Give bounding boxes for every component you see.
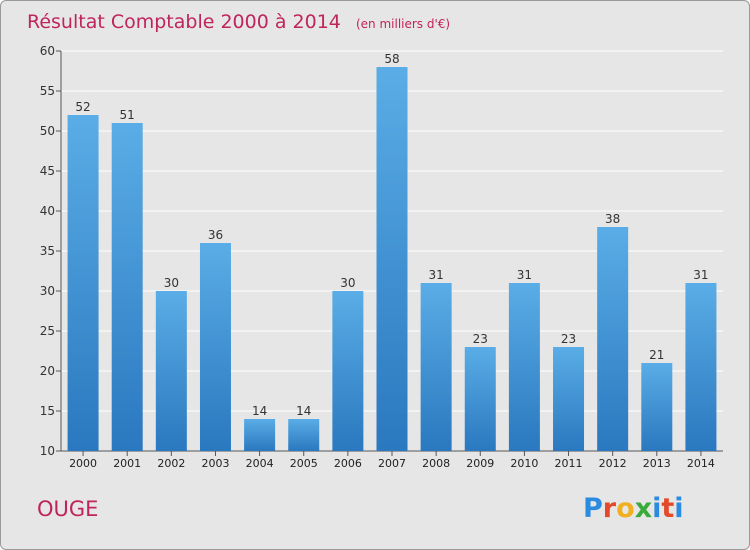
x-tick-label: 2001 <box>113 457 141 470</box>
x-tick-label: 2005 <box>290 457 318 470</box>
y-tick-label: 55 <box>40 84 55 98</box>
bar-value-label: 30 <box>164 276 179 290</box>
bar-value-label: 23 <box>473 332 488 346</box>
bar-value-label: 51 <box>120 108 135 122</box>
x-tick-label: 2007 <box>378 457 406 470</box>
x-tick-label: 2013 <box>643 457 671 470</box>
logo-letter: o <box>616 493 635 524</box>
bar <box>376 67 408 451</box>
bar-value-label: 31 <box>517 268 532 282</box>
logo-letter: x <box>635 493 652 524</box>
y-tick-label: 15 <box>40 404 55 418</box>
chart-title-unit: (en milliers d'€) <box>356 17 450 31</box>
bar-value-label: 36 <box>208 228 223 242</box>
bar <box>420 283 452 451</box>
chart-title-main: Résultat Comptable 2000 à 2014 <box>27 11 341 33</box>
bar-value-label: 21 <box>649 348 664 362</box>
bar-value-label: 30 <box>340 276 355 290</box>
bar-value-label: 38 <box>605 212 620 226</box>
bar <box>508 283 540 451</box>
y-axis-ticks: 10 15 20 25 30 35 40 45 50 55 60 <box>40 44 61 458</box>
chart-title: Résultat Comptable 2000 à 2014 (en milli… <box>27 11 450 33</box>
x-tick-label: 2014 <box>687 457 715 470</box>
y-tick-label: 30 <box>40 284 55 298</box>
x-tick-label: 2010 <box>510 457 538 470</box>
x-tick-label: 2008 <box>422 457 450 470</box>
bar <box>685 283 717 451</box>
logo-letter: P <box>583 493 603 524</box>
bar <box>332 291 364 451</box>
x-tick-label: 2012 <box>599 457 627 470</box>
logo-letter: r <box>603 493 617 524</box>
city-name: OUGE <box>37 497 98 521</box>
bar-value-label: 31 <box>428 268 443 282</box>
x-tick-label: 2009 <box>466 457 494 470</box>
bar-value-label: 58 <box>384 52 399 66</box>
bar <box>155 291 187 451</box>
bar-value-label: 14 <box>296 404 311 418</box>
y-tick-label: 45 <box>40 164 55 178</box>
bar <box>288 419 320 451</box>
x-tick-label: 2004 <box>246 457 274 470</box>
y-tick-label: 10 <box>40 444 55 458</box>
logo-letter: t <box>661 493 674 524</box>
bar <box>553 347 585 451</box>
bar <box>641 363 673 451</box>
x-tick-label: 2002 <box>157 457 185 470</box>
bar <box>199 243 231 451</box>
x-tick-label: 2003 <box>201 457 229 470</box>
value-labels: 52 51 30 36 14 14 30 58 31 23 31 23 38 21 31 <box>75 52 708 418</box>
x-tick-label: 2011 <box>555 457 583 470</box>
bar <box>597 227 629 451</box>
bar-value-label: 52 <box>75 100 90 114</box>
y-tick-label: 25 <box>40 324 55 338</box>
y-tick-label: 35 <box>40 244 55 258</box>
bar-value-label: 14 <box>252 404 267 418</box>
x-tick-label: 2006 <box>334 457 362 470</box>
bar-value-label: 31 <box>693 268 708 282</box>
proxiti-logo[interactable]: Proxiti <box>583 493 684 524</box>
y-tick-label: 20 <box>40 364 55 378</box>
y-tick-label: 60 <box>40 44 55 58</box>
bars <box>67 67 717 451</box>
bar <box>464 347 496 451</box>
bar <box>111 123 143 451</box>
logo-letter: i <box>652 493 661 524</box>
y-tick-label: 40 <box>40 204 55 218</box>
x-axis-ticks: 2000 2001 2002 2003 2004 2005 2006 2007 2008 2009… <box>69 451 715 470</box>
logo-letter: i <box>674 493 683 524</box>
y-tick-label: 50 <box>40 124 55 138</box>
x-tick-label: 2000 <box>69 457 97 470</box>
bar-value-label: 23 <box>561 332 576 346</box>
bar <box>244 419 276 451</box>
bar <box>67 115 99 451</box>
